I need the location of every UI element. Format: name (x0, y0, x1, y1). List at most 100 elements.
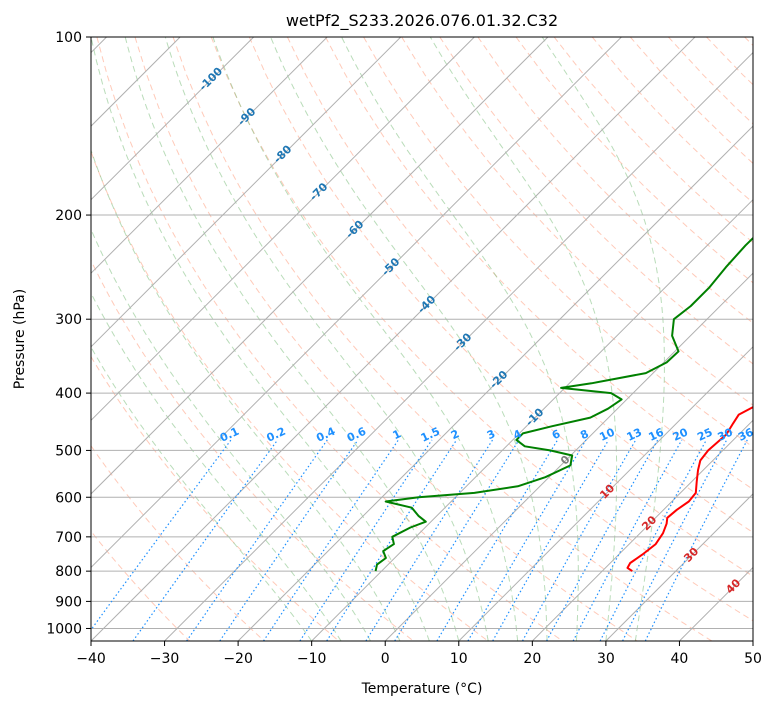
isotherm-line (164, 51, 753, 641)
mixing-ratio-line (467, 439, 587, 641)
y-axis: 100 200 300 400 500 600 700 800 900 1000 (46, 30, 91, 637)
dry-adiabat-line (134, 37, 638, 641)
mixing-ratio-line (436, 439, 559, 641)
plot-frame (90, 36, 754, 642)
temperature-series-line (626, 405, 753, 572)
mixing-ratio-label: 20 (671, 425, 691, 443)
moist-adiabat-line (91, 291, 342, 641)
isotherm-line (605, 493, 753, 641)
isotherm-line (91, 37, 475, 422)
mixing-ratio-line (492, 439, 610, 641)
mixing-ratio-label: 1.5 (419, 425, 442, 445)
y-axis-label: Pressure (hPa) (12, 289, 28, 389)
mixing-ratio-line (219, 439, 359, 641)
mixing-ratio-label: 13 (625, 426, 644, 444)
mixing-ratio-line (644, 439, 748, 641)
x-tick-label: −40 (76, 651, 106, 667)
mixing-ratio-line (132, 439, 279, 641)
isotherm-line (237, 125, 753, 641)
plot-area: -100-90-80-70-60-50-40-30-20-10010203040… (91, 37, 756, 641)
dry-adiabat-line (210, 37, 753, 622)
dewpoint-series-line (374, 236, 753, 572)
y-tick-label: 700 (55, 530, 82, 546)
isotherm-line (311, 198, 753, 641)
isotherm-label: -90 (235, 105, 258, 128)
mixing-ratio-line (91, 439, 232, 631)
dry-adiabat-line (172, 37, 713, 641)
dry-adiabat-line (91, 355, 340, 641)
profile-series (374, 236, 753, 572)
y-tick-label: 1000 (46, 621, 82, 637)
isotherm-line (91, 37, 549, 495)
isotherm-line (91, 37, 696, 641)
isotherm-label: -70 (307, 180, 330, 203)
isotherm-line (91, 37, 622, 569)
mixing-ratio-line (546, 439, 659, 641)
mixing-ratio-line (599, 439, 707, 641)
isotherm-line (91, 37, 255, 201)
skewed-isotherms (91, 37, 753, 641)
mixing-ratio-label: 0.1 (218, 425, 241, 445)
y-tick-label: 200 (55, 208, 82, 224)
mixing-ratio-line (622, 439, 728, 641)
mixing-ratio-label: 36 (736, 425, 756, 443)
dry-adiabat-line (668, 37, 753, 125)
x-axis-label: Temperature (°C) (361, 681, 483, 697)
dry-adiabat-line (744, 37, 753, 47)
dry-adiabat-line (706, 37, 753, 86)
isotherm-line (531, 419, 753, 641)
mixing-ratio-line (299, 439, 433, 641)
moist-adiabat-line (541, 37, 665, 641)
dry-adiabat-line (325, 37, 753, 490)
mixing-ratio-label: 25 (695, 426, 714, 444)
moist-adiabat-line (270, 37, 548, 641)
dry-adiabat-line (91, 530, 191, 641)
isotherm-label: -80 (271, 142, 294, 165)
isotherm-line (384, 272, 753, 641)
x-tick-label: 40 (671, 651, 689, 667)
y-tick-label: 500 (55, 443, 82, 459)
x-tick-label: 10 (450, 651, 468, 667)
x-tick-label: −10 (297, 651, 327, 667)
dry-adiabat-line (401, 37, 753, 406)
y-tick-label: 300 (55, 312, 82, 328)
isotherm-label: 10 (597, 481, 617, 501)
dry-adiabat-line (439, 37, 753, 365)
isotherm-line (91, 37, 402, 348)
isotherm-line (752, 640, 753, 641)
x-tick-label: 0 (381, 651, 390, 667)
mixing-ratio-line (365, 439, 494, 641)
mixing-ratio-label: 3 (485, 427, 497, 442)
moist-adiabat-line (91, 228, 371, 641)
mixing-ratio-label: 16 (647, 425, 667, 443)
x-axis: −40 −30 −20 −10 0 10 20 30 40 50 (76, 641, 762, 667)
mixing-ratio-label: 8 (578, 427, 590, 442)
moist-adiabat-line (212, 37, 519, 641)
x-tick-label: −20 (223, 651, 253, 667)
moist-adiabat-line (164, 37, 489, 641)
dry-adiabat-line (96, 37, 563, 641)
x-tick-label: 20 (523, 651, 541, 667)
y-tick-label: 800 (55, 564, 82, 580)
isotherm-label: 40 (723, 576, 743, 596)
x-tick-label: 50 (744, 651, 762, 667)
mixing-ratio-label: 6 (550, 427, 563, 442)
moist-adiabats (91, 37, 665, 641)
y-tick-label: 400 (55, 386, 82, 402)
mixing-ratio-line (521, 439, 637, 641)
mixing-ratio-lines (91, 439, 748, 641)
mixing-ratio-label: 10 (597, 425, 617, 443)
dry-adiabat-line (91, 259, 414, 641)
dry-adiabat-line (91, 150, 489, 641)
mixing-ratio-labels: 0.1 0.2 0.4 0.6 1 1.5 2 3 4 6 8 10 13 16 20 25 30 36 (218, 425, 756, 445)
y-tick-label: 100 (55, 30, 82, 46)
moist-adiabat-line (91, 346, 313, 641)
isotherm-line (458, 346, 753, 641)
chart-title: wetPf2_S233.2026.076.01.32.C32 (286, 11, 558, 31)
dry-adiabat-line (91, 444, 265, 641)
mixing-ratio-line (326, 439, 458, 641)
mixing-ratio-label: 0.6 (345, 425, 368, 445)
moist-adiabat-line (124, 37, 460, 641)
mixing-ratio-line (262, 439, 399, 641)
